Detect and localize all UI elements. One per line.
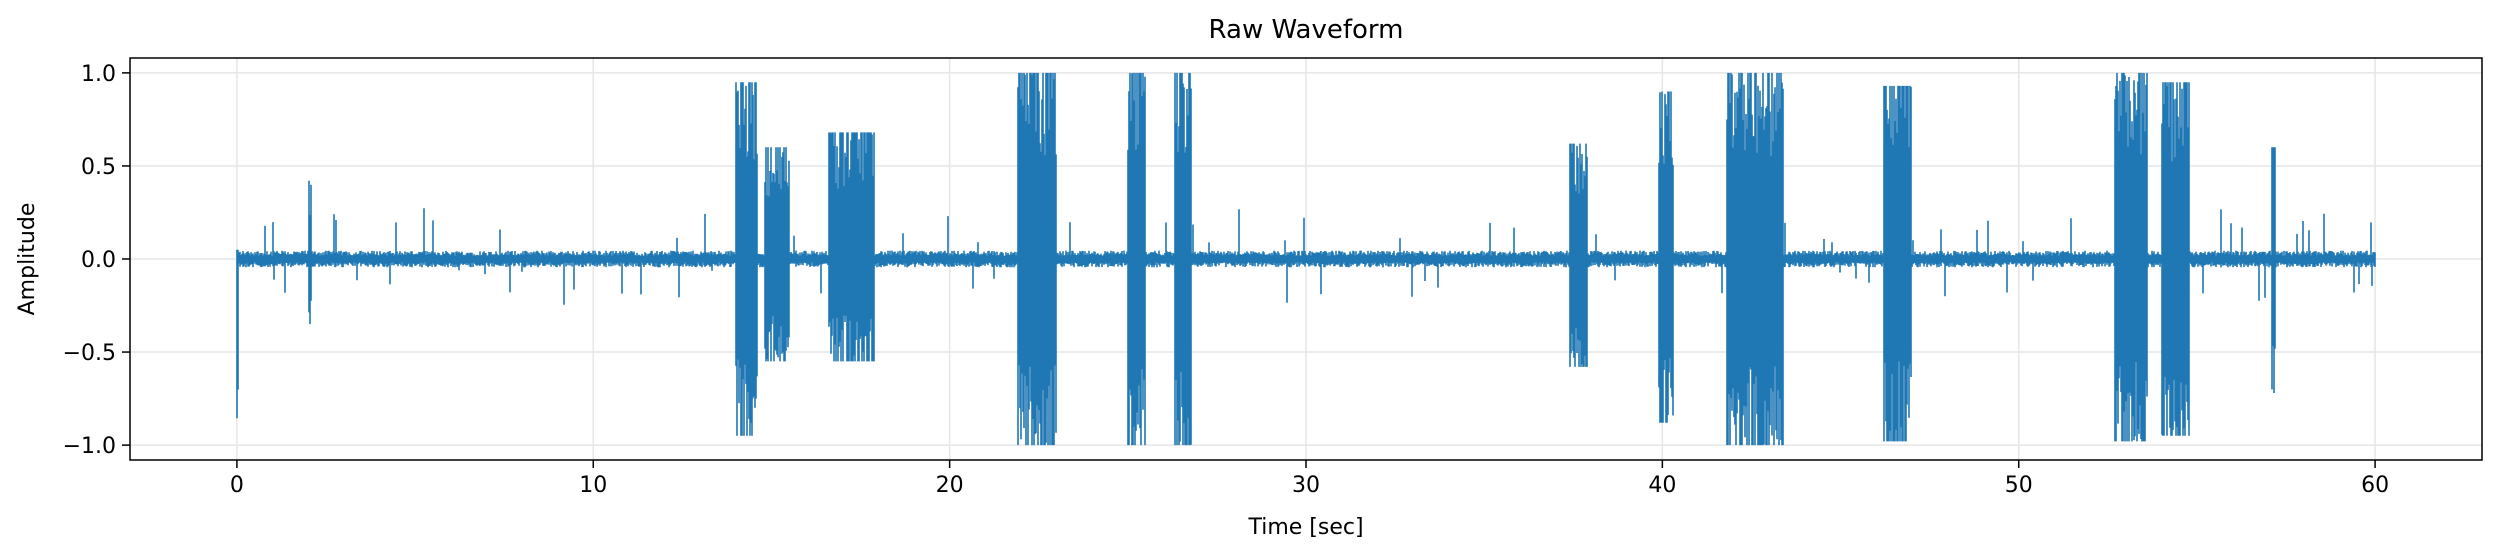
x-tick-label: 20 bbox=[936, 473, 964, 498]
y-tick-label: 0.0 bbox=[81, 248, 116, 273]
y-tick-label: 0.5 bbox=[81, 155, 116, 180]
y-tick-label: 1.0 bbox=[81, 62, 116, 87]
x-tick-label: 0 bbox=[230, 473, 244, 498]
x-tick-label: 60 bbox=[2361, 473, 2389, 498]
x-tick-label: 30 bbox=[1292, 473, 1320, 498]
x-tick-label: 50 bbox=[2005, 473, 2033, 498]
axes-frame bbox=[129, 57, 2483, 461]
y-tick-label: −1.0 bbox=[63, 434, 116, 459]
waveform-line bbox=[236, 72, 2376, 446]
x-tick-label: 40 bbox=[1648, 473, 1676, 498]
y-axis-label: Amplitude bbox=[15, 203, 40, 316]
tick-layer: 0 10 20 30 40 50 60 −1.0 −0.5 0.0 0.5 1.0 bbox=[63, 62, 2390, 498]
x-axis-label: Time [sec] bbox=[1247, 515, 1363, 540]
x-tick-label: 10 bbox=[579, 473, 607, 498]
chart-title: Raw Waveform bbox=[1209, 15, 1404, 45]
y-tick-label: −0.5 bbox=[63, 341, 116, 366]
waveform-series bbox=[236, 72, 2376, 446]
